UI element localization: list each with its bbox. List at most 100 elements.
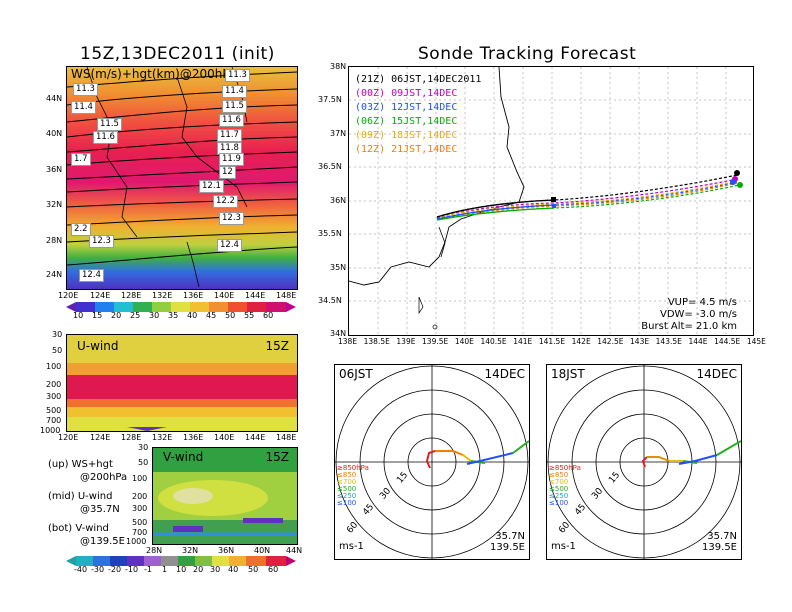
hodo-loc: 35.7N 139.5E xyxy=(490,531,525,553)
contour-label: 12.2 xyxy=(213,195,238,208)
lon-tick: 139E xyxy=(396,337,416,346)
loc-lon: 139.5E xyxy=(702,542,737,553)
contour-label: 12.3 xyxy=(219,212,244,225)
level-item: ≥850hPa xyxy=(337,464,369,472)
lon-tick: 141.5E xyxy=(538,337,566,346)
lon-tick: 148E xyxy=(276,433,297,442)
lon-tick: 144E xyxy=(245,433,266,442)
cb-tick: 25 xyxy=(130,311,141,320)
lon-tick: 140.5E xyxy=(480,337,507,346)
note-line: (mid) U-wind xyxy=(48,491,113,502)
contour-label: 12.1 xyxy=(199,180,224,193)
lon-tick: 132E xyxy=(152,433,173,442)
level-item: ≤100 xyxy=(337,499,357,507)
hodograph-right: 18JST 14DEC 15 30 45 60 ≥850hPa ≤850 ≤70… xyxy=(546,364,742,560)
track-legend: (21Z) 06JST,14DEC2011 (00Z) 09JST,14DEC … xyxy=(355,73,481,157)
lon-tick: 144.5E xyxy=(714,337,741,346)
note-line: @35.7N xyxy=(80,504,120,515)
cb-tick: 35 xyxy=(168,311,179,320)
track-map-field xyxy=(349,67,753,335)
contour-label: 11.4 xyxy=(71,101,96,114)
vwind-panel: V-wind 15Z xyxy=(152,447,298,545)
lon-tick: 148E xyxy=(276,291,297,300)
uwind-field xyxy=(67,335,297,431)
contour-label: 11.4 xyxy=(222,85,247,98)
lon-tick: 120E xyxy=(58,291,79,300)
cb-tick: 10 xyxy=(73,311,84,320)
level-legend: ≥850hPa ≤850 ≤700 ≤500 ≤250 ≤100 xyxy=(549,465,581,507)
uwind-label: U-wind xyxy=(77,339,119,353)
hodo-loc: 35.7N 139.5E xyxy=(702,531,737,553)
contour-label: 11.9 xyxy=(219,153,244,166)
lat-tick: 37N xyxy=(330,129,347,138)
cb-tick: -10 xyxy=(125,565,139,574)
cb-tick: -20 xyxy=(108,565,122,574)
vwind-label: V-wind xyxy=(163,450,204,464)
lon-tick: 132E xyxy=(152,291,173,300)
contour-label: 11.3 xyxy=(73,83,98,96)
cb-tick: -40 xyxy=(74,565,88,574)
lat-tick: 38N xyxy=(330,62,347,71)
cb-tick: 60 xyxy=(263,311,274,320)
contour-label: 2.2 xyxy=(71,223,91,236)
contour-label: 12.3 xyxy=(89,235,114,248)
contour-label: 11.6 xyxy=(93,131,118,144)
lat-tick: 36N xyxy=(218,546,235,555)
level-item: ≤100 xyxy=(549,499,569,507)
lat-tick: 34.5N xyxy=(318,296,342,305)
lat-tick: 44N xyxy=(46,94,63,103)
hodo-date: 14DEC xyxy=(696,367,737,381)
hodograph-right-plot xyxy=(547,365,741,559)
ws-map-label: WS(m/s)+hgt(km)@200hPa xyxy=(71,67,237,81)
cb-tick: 55 xyxy=(244,311,255,320)
note-line: @200hPa xyxy=(80,472,128,483)
uwind-time: 15Z xyxy=(265,339,290,353)
cb-tick: 50 xyxy=(248,565,259,574)
ws-map-field xyxy=(67,67,297,289)
lat-tick: 36N xyxy=(46,165,63,174)
ws-map-panel: WS(m/s)+hgt(km)@200hPa 11.3 11.4 11.5 11… xyxy=(66,66,298,290)
hodo-date: 14DEC xyxy=(484,367,525,381)
level-item: ≤700 xyxy=(549,478,569,486)
level-item: ≤500 xyxy=(337,485,357,493)
p-tick: 200 xyxy=(46,380,62,389)
legend-item: (00Z) 09JST,14DEC xyxy=(355,88,458,99)
contour-label: 1.7 xyxy=(71,153,91,166)
lon-tick: 144E xyxy=(688,337,708,346)
lon-tick: 140E xyxy=(214,291,235,300)
cb-tick: 10 xyxy=(176,565,187,574)
cb-tick: 15 xyxy=(92,311,103,320)
note-line: (bot) V-wind xyxy=(48,523,109,534)
uwind-panel: U-wind 15Z xyxy=(66,334,298,432)
lon-tick: 124E xyxy=(90,291,111,300)
lon-tick: 128E xyxy=(121,433,142,442)
contour-label: 12 xyxy=(219,166,236,179)
burst-text: Burst Alt= 21.0 km xyxy=(641,321,737,332)
lon-tick: 124E xyxy=(90,433,111,442)
cb-tick: 40 xyxy=(228,565,239,574)
level-item: ≤500 xyxy=(549,485,569,493)
lon-tick: 143.5E xyxy=(655,337,682,346)
loc-lon: 139.5E xyxy=(490,542,525,553)
lat-tick: 44N xyxy=(286,546,303,555)
level-item: ≥850hPa xyxy=(549,464,581,472)
notes: (up) WS+hgt @200hPa (mid) U-wind @35.7N … xyxy=(48,458,127,548)
track-map-panel: (21Z) 06JST,14DEC2011 (00Z) 09JST,14DEC … xyxy=(348,66,754,336)
lon-tick: 120E xyxy=(58,433,79,442)
right-title: Sonde Tracking Forecast xyxy=(418,44,637,64)
hodograph-left-plot xyxy=(335,365,529,559)
cb-tick: 60 xyxy=(268,565,279,574)
cb-tick: -1 xyxy=(144,565,152,574)
lat-tick: 37.5N xyxy=(318,95,342,104)
lon-tick: 128E xyxy=(121,291,142,300)
lat-tick: 24N xyxy=(46,270,63,279)
lon-tick: 140E xyxy=(214,433,235,442)
contour-label: 11.3 xyxy=(225,69,250,82)
hodo-time: 06JST xyxy=(339,367,373,381)
lat-tick: 28N xyxy=(46,236,63,245)
contour-label: 11.6 xyxy=(219,114,244,127)
lon-tick: 140E xyxy=(454,337,474,346)
hodograph-left: 06JST 14DEC 15 30 45 60 ≥850hPa ≤850 ≤70… xyxy=(334,364,530,560)
lon-tick: 138.5E xyxy=(363,337,390,346)
level-item: ≤850 xyxy=(549,471,569,479)
